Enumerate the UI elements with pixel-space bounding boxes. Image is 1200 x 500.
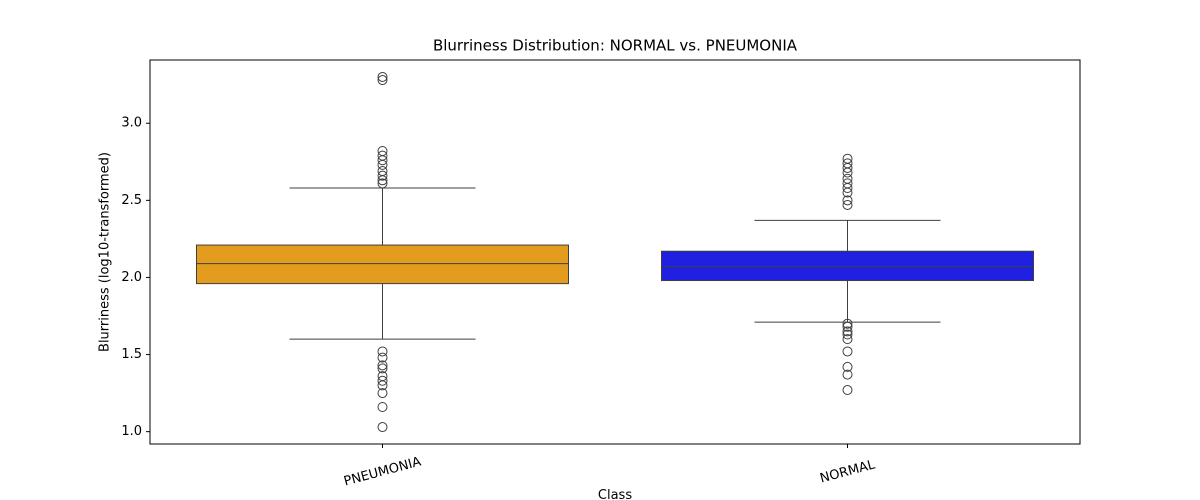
y-tick-label: 2.0: [121, 270, 142, 285]
chart-title: Blurriness Distribution: NORMAL vs. PNEU…: [433, 37, 798, 55]
outlier: [377, 346, 388, 357]
outlier: [842, 385, 853, 396]
outlier: [377, 178, 388, 189]
outlier: [377, 363, 388, 374]
outlier: [842, 318, 853, 329]
outlier: [377, 422, 388, 433]
outlier: [842, 199, 853, 210]
outlier: [842, 162, 853, 173]
outlier: [377, 159, 388, 170]
y-tick-label: 3.0: [121, 116, 142, 131]
outlier: [377, 352, 388, 363]
x-tick-label: PNEUMONIA: [342, 454, 422, 489]
outlier: [842, 195, 853, 206]
outlier: [842, 326, 853, 337]
y-tick-label: 1.0: [121, 424, 142, 439]
outlier: [377, 71, 388, 82]
outlier: [842, 361, 853, 372]
outlier: [842, 329, 853, 340]
outlier: [377, 375, 388, 386]
y-tick-label: 2.5: [121, 193, 142, 208]
outlier: [842, 183, 853, 193]
y-tick-label: 1.5: [121, 347, 142, 362]
outlier: [842, 334, 853, 345]
outlier: [842, 321, 853, 332]
outlier: [842, 167, 853, 178]
box: [196, 244, 569, 285]
outlier: [377, 360, 388, 371]
x-tick-label: NORMAL: [818, 457, 877, 486]
box: [661, 250, 1034, 282]
outlier: [842, 369, 853, 380]
plot-frame: [149, 59, 1081, 445]
outlier: [377, 155, 388, 166]
outlier: [842, 346, 853, 357]
outlier: [377, 401, 388, 412]
y-axis-label: Blurriness (log10-transformed): [98, 152, 113, 352]
outlier: [377, 75, 388, 86]
outlier: [377, 388, 388, 399]
x-axis-label: Class: [598, 488, 632, 500]
outlier: [377, 380, 388, 391]
outlier: [377, 170, 388, 181]
outlier: [377, 175, 388, 186]
outlier: [842, 187, 853, 198]
